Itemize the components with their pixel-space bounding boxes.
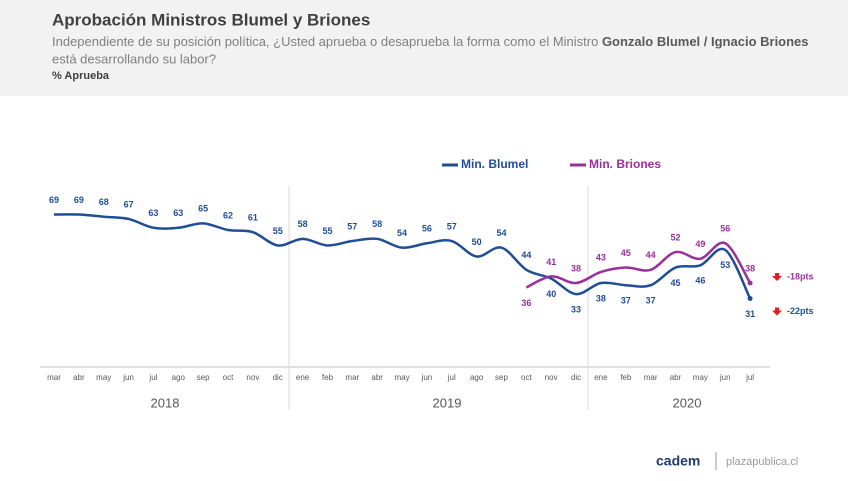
series-line [525,241,752,289]
data-label: 65 [198,204,208,214]
data-label: 68 [99,197,109,207]
x-tick-label: jul [745,373,754,382]
x-tick-label: sep [197,373,210,382]
data-label: 55 [273,226,283,236]
data-label: 36 [521,298,531,308]
year-label: 2020 [673,395,702,410]
chart-title: Aprobación Ministros Blumel y Briones [52,10,370,29]
data-label: 37 [646,296,656,306]
x-tick-label: oct [521,373,532,382]
data-label: 56 [422,224,432,234]
subtitle-bold: Gonzalo Blumel / Ignacio Briones [602,34,809,49]
data-label: 44 [646,250,656,260]
data-label: 63 [148,208,158,218]
data-label: 54 [397,228,407,238]
annotation: -22pts [787,306,814,316]
data-label: 38 [571,263,581,273]
data-label: 40 [546,289,556,299]
x-tick-label: nov [545,373,558,382]
end-marker [747,295,753,301]
brand: cadem [656,453,700,469]
x-tick-label: nov [246,373,259,382]
data-label: 41 [546,257,556,267]
x-tick-label: mar [345,373,359,382]
x-tick-label: ago [470,373,484,382]
data-label: 49 [695,239,705,249]
data-label: 58 [372,219,382,229]
data-label: 52 [670,232,680,242]
data-label: 45 [621,248,631,258]
data-label: 62 [223,210,233,220]
x-tick-label: may [394,373,409,382]
x-tick-label: abr [73,373,85,382]
data-label: 43 [596,252,606,262]
data-label: 45 [670,278,680,288]
end-marker [747,280,753,286]
data-label: 63 [173,208,183,218]
x-tick-label: mar [47,373,61,382]
x-tick-label: sep [495,373,508,382]
data-label: 69 [74,195,84,205]
data-label: 54 [496,228,506,238]
data-label: 50 [472,237,482,247]
x-tick-label: may [96,373,111,382]
down-arrow [772,307,782,316]
x-tick-label: jul [148,373,157,382]
data-label: 38 [745,263,755,273]
data-label: 44 [521,250,531,260]
data-label: 58 [298,219,308,229]
x-tick-label: abr [371,373,383,382]
data-label: 67 [124,199,134,209]
x-tick-label: feb [322,373,334,382]
data-label: 46 [695,276,705,286]
x-tick-label: mar [644,373,658,382]
x-tick-label: jun [421,373,433,382]
x-tick-label: jun [719,373,731,382]
subtitle: Independiente de su posición política, ¿… [52,34,809,49]
year-label: 2019 [433,395,462,410]
x-tick-label: feb [620,373,632,382]
data-label: 38 [596,293,606,303]
x-tick-label: ene [296,373,310,382]
x-tick-label: ene [594,373,608,382]
data-label: 55 [322,226,332,236]
header-band [0,0,848,96]
subtitle-line2: está desarrollando su labor? [52,51,216,66]
year-label: 2018 [151,395,180,410]
x-tick-label: oct [223,373,234,382]
legend-label: Min. Blumel [461,157,528,171]
site: plazapublica.cl [726,456,798,468]
data-label: 57 [447,221,457,231]
data-label: 33 [571,304,581,314]
x-tick-label: may [693,373,708,382]
data-label: 61 [248,213,258,223]
x-tick-label: jun [122,373,134,382]
x-tick-label: jul [447,373,456,382]
x-tick-label: abr [670,373,682,382]
annotation: -18pts [787,271,814,281]
data-label: 53 [720,260,730,270]
data-label: 31 [745,309,755,319]
x-tick-label: dic [571,373,581,382]
series-line [53,213,752,300]
data-label: 69 [49,195,59,205]
subtitle-part: Independiente de su posición política, ¿… [52,34,602,49]
measure-label: % Aprueba [52,70,110,82]
legend-label: Min. Briones [589,157,661,171]
data-label: 56 [720,224,730,234]
x-tick-label: ago [172,373,186,382]
down-arrow [772,273,782,282]
data-label: 37 [621,296,631,306]
x-tick-label: dic [273,373,283,382]
data-label: 57 [347,221,357,231]
